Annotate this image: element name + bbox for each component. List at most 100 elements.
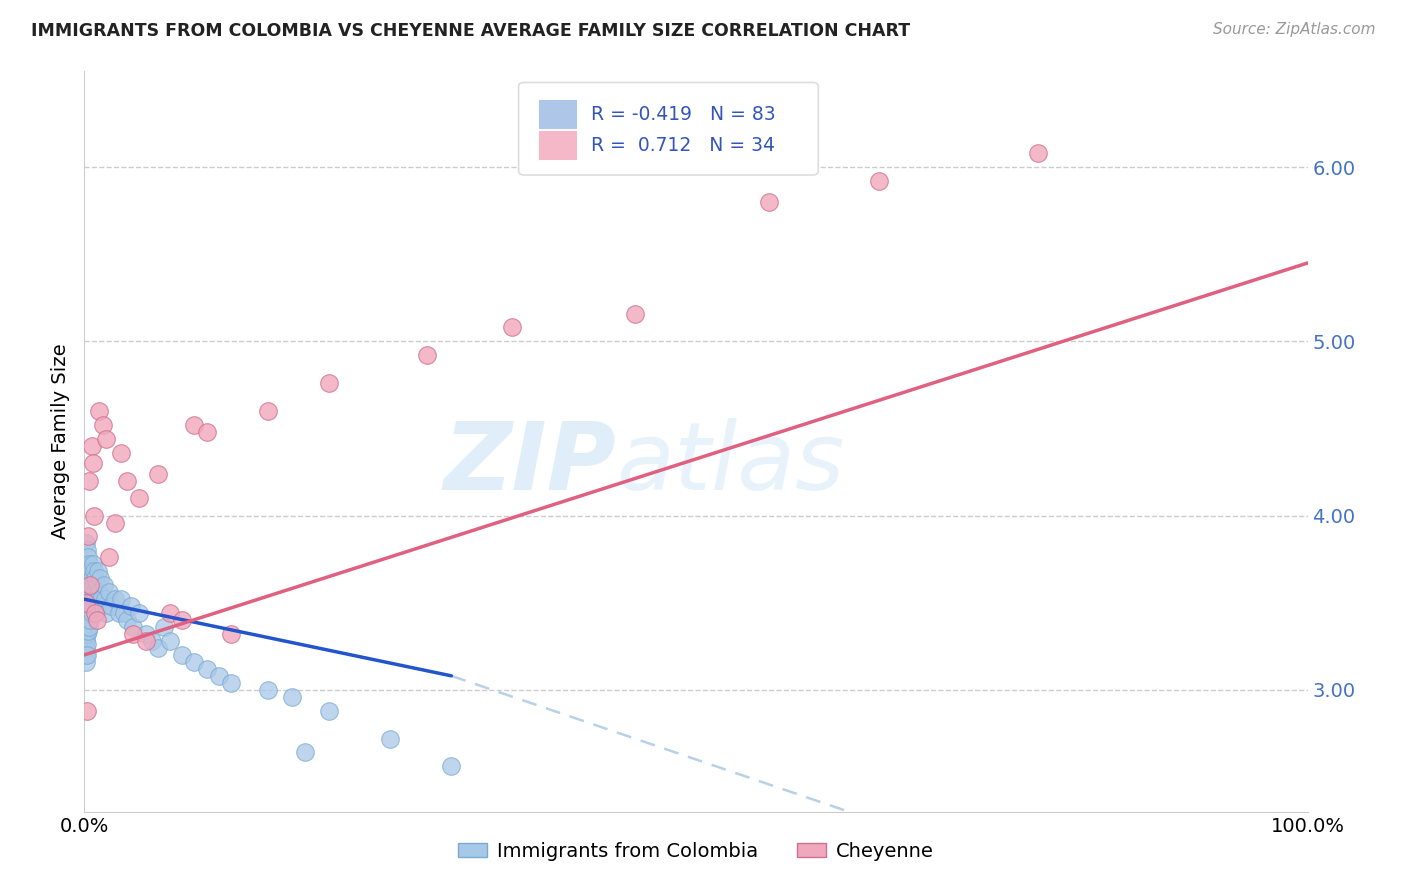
Point [115, 613, 138, 627]
Point [80, 606, 103, 620]
Text: Source: ZipAtlas.com: Source: ZipAtlas.com [1212, 22, 1375, 37]
Point [87, 404, 110, 418]
Point [75, 536, 97, 550]
Point [77, 550, 100, 565]
Point [120, 599, 142, 614]
Point [75, 585, 97, 599]
Point [83, 508, 105, 523]
Point [624, 306, 647, 320]
Point [75, 648, 97, 662]
Legend: Immigrants from Colombia, Cheyenne: Immigrants from Colombia, Cheyenne [450, 834, 942, 869]
Point [141, 634, 163, 648]
Point [153, 620, 176, 634]
Point [77, 474, 100, 488]
Point [76, 704, 98, 718]
Point [1028, 146, 1050, 161]
Point [128, 606, 150, 620]
Point [82, 558, 104, 572]
Point [77, 571, 100, 585]
Point [91, 599, 114, 614]
Point [76, 616, 98, 631]
Point [75, 627, 97, 641]
Point [77, 613, 100, 627]
Point [75, 634, 97, 648]
Point [76, 627, 98, 641]
Point [91, 417, 114, 432]
Point [80, 592, 103, 607]
Point [75, 596, 97, 610]
FancyBboxPatch shape [540, 131, 576, 160]
Point [86, 613, 108, 627]
Point [77, 558, 100, 572]
Point [82, 456, 104, 470]
Point [440, 759, 463, 773]
Point [219, 627, 242, 641]
Point [79, 599, 101, 614]
Point [75, 640, 97, 655]
Point [135, 627, 157, 641]
Point [195, 425, 218, 439]
Point [107, 606, 129, 620]
Point [502, 320, 524, 334]
Y-axis label: Average Family Size: Average Family Size [52, 343, 70, 540]
Point [75, 599, 97, 614]
Point [281, 690, 304, 704]
Point [318, 376, 340, 391]
Point [122, 620, 145, 634]
Point [84, 571, 107, 585]
Point [146, 467, 169, 481]
Point [257, 682, 280, 697]
Point [89, 571, 111, 585]
Point [159, 634, 181, 648]
FancyBboxPatch shape [519, 82, 818, 175]
Point [76, 543, 98, 558]
Point [75, 655, 97, 669]
Point [416, 348, 439, 362]
Point [75, 578, 97, 592]
Point [79, 613, 101, 627]
Point [77, 599, 100, 614]
Point [86, 578, 108, 592]
Point [87, 564, 110, 578]
Point [75, 558, 97, 572]
Point [257, 404, 280, 418]
Point [112, 606, 135, 620]
Point [135, 634, 157, 648]
Point [172, 613, 194, 627]
Point [77, 578, 100, 592]
Text: atlas: atlas [616, 418, 845, 509]
Point [172, 648, 194, 662]
Point [208, 669, 231, 683]
Point [75, 606, 97, 620]
Point [79, 585, 101, 599]
Point [87, 585, 110, 599]
Point [79, 578, 101, 592]
Point [104, 516, 127, 530]
Point [77, 624, 100, 638]
Point [97, 585, 120, 599]
Point [195, 662, 218, 676]
Point [94, 592, 117, 607]
Text: IMMIGRANTS FROM COLOMBIA VS CHEYENNE AVERAGE FAMILY SIZE CORRELATION CHART: IMMIGRANTS FROM COLOMBIA VS CHEYENNE AVE… [31, 22, 910, 40]
Point [77, 585, 100, 599]
Point [84, 592, 107, 607]
Point [83, 564, 105, 578]
Point [380, 731, 402, 746]
Point [76, 592, 98, 607]
Point [76, 578, 98, 592]
Point [146, 640, 169, 655]
Point [77, 620, 100, 634]
Point [183, 417, 205, 432]
Point [869, 174, 891, 188]
Point [110, 592, 132, 607]
Point [93, 578, 115, 592]
Point [75, 613, 97, 627]
Point [82, 578, 104, 592]
Point [86, 599, 108, 614]
Point [77, 529, 100, 543]
Point [100, 599, 122, 614]
Point [76, 648, 98, 662]
Point [104, 592, 127, 607]
Point [122, 627, 145, 641]
Point [318, 704, 340, 718]
